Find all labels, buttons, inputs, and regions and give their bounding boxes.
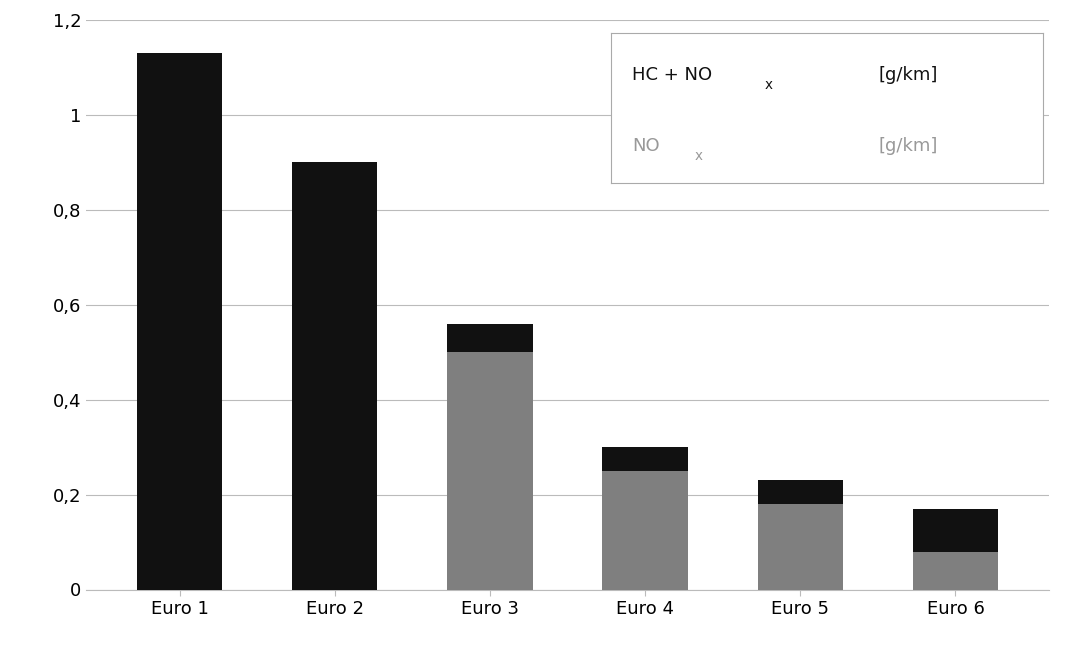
Bar [602,471,688,590]
Text: [g/km]: [g/km] [879,66,938,84]
Bar [448,324,533,352]
Bar [912,552,998,590]
Text: HC + NO: HC + NO [632,66,712,84]
Bar [758,480,843,504]
Bar [292,162,377,590]
Text: [g/km]: [g/km] [879,137,938,155]
Bar [602,447,688,471]
Text: NO: NO [632,137,660,155]
Text: x: x [764,78,772,92]
Bar [758,504,843,590]
Bar [912,509,998,552]
Text: x: x [695,149,703,162]
Bar [448,352,533,590]
Bar [137,53,223,590]
